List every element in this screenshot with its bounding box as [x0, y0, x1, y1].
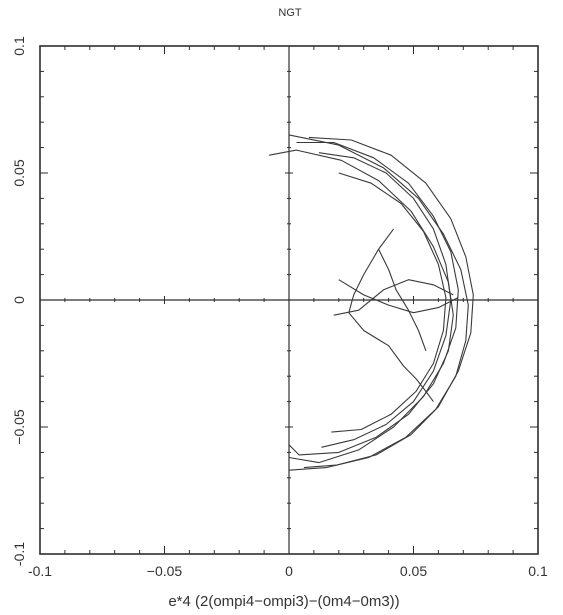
y-tick-label: 0: [11, 296, 27, 304]
x-axis-label: e*4 (2(ompi4−ompi3)−(0m4−0m3)): [168, 593, 399, 610]
series-line-2: [268, 149, 454, 456]
x-tick-label: 0.05: [400, 563, 427, 579]
chart-title: NGT: [278, 7, 302, 19]
series-line-3: [288, 141, 459, 464]
axis-tick-labels: -0.1 −0.05 0 0.05 0.1 -0.1 −0.05 0 0.05 0.1: [11, 36, 548, 579]
x-tick-label: 0.1: [528, 563, 548, 579]
series-layer: [268, 134, 474, 471]
series-line-5: [318, 152, 452, 448]
y-tick-label: 0.1: [11, 36, 27, 56]
y-tick-label: -0.1: [11, 542, 27, 566]
series-line-8: [338, 279, 459, 314]
series-line-6: [331, 172, 447, 433]
series-line-9: [333, 279, 454, 316]
series-line-7: [348, 228, 434, 402]
axis-ticks: [39, 45, 539, 555]
x-tick-label: −0.05: [147, 563, 183, 579]
series-line-4: [303, 136, 474, 469]
y-tick-label: −0.05: [11, 409, 27, 445]
x-tick-label: -0.1: [28, 563, 52, 579]
series-line-10: [378, 248, 427, 351]
series-line-1: [288, 134, 469, 471]
y-tick-label: 0.05: [11, 159, 27, 186]
x-tick-label: 0: [285, 563, 293, 579]
